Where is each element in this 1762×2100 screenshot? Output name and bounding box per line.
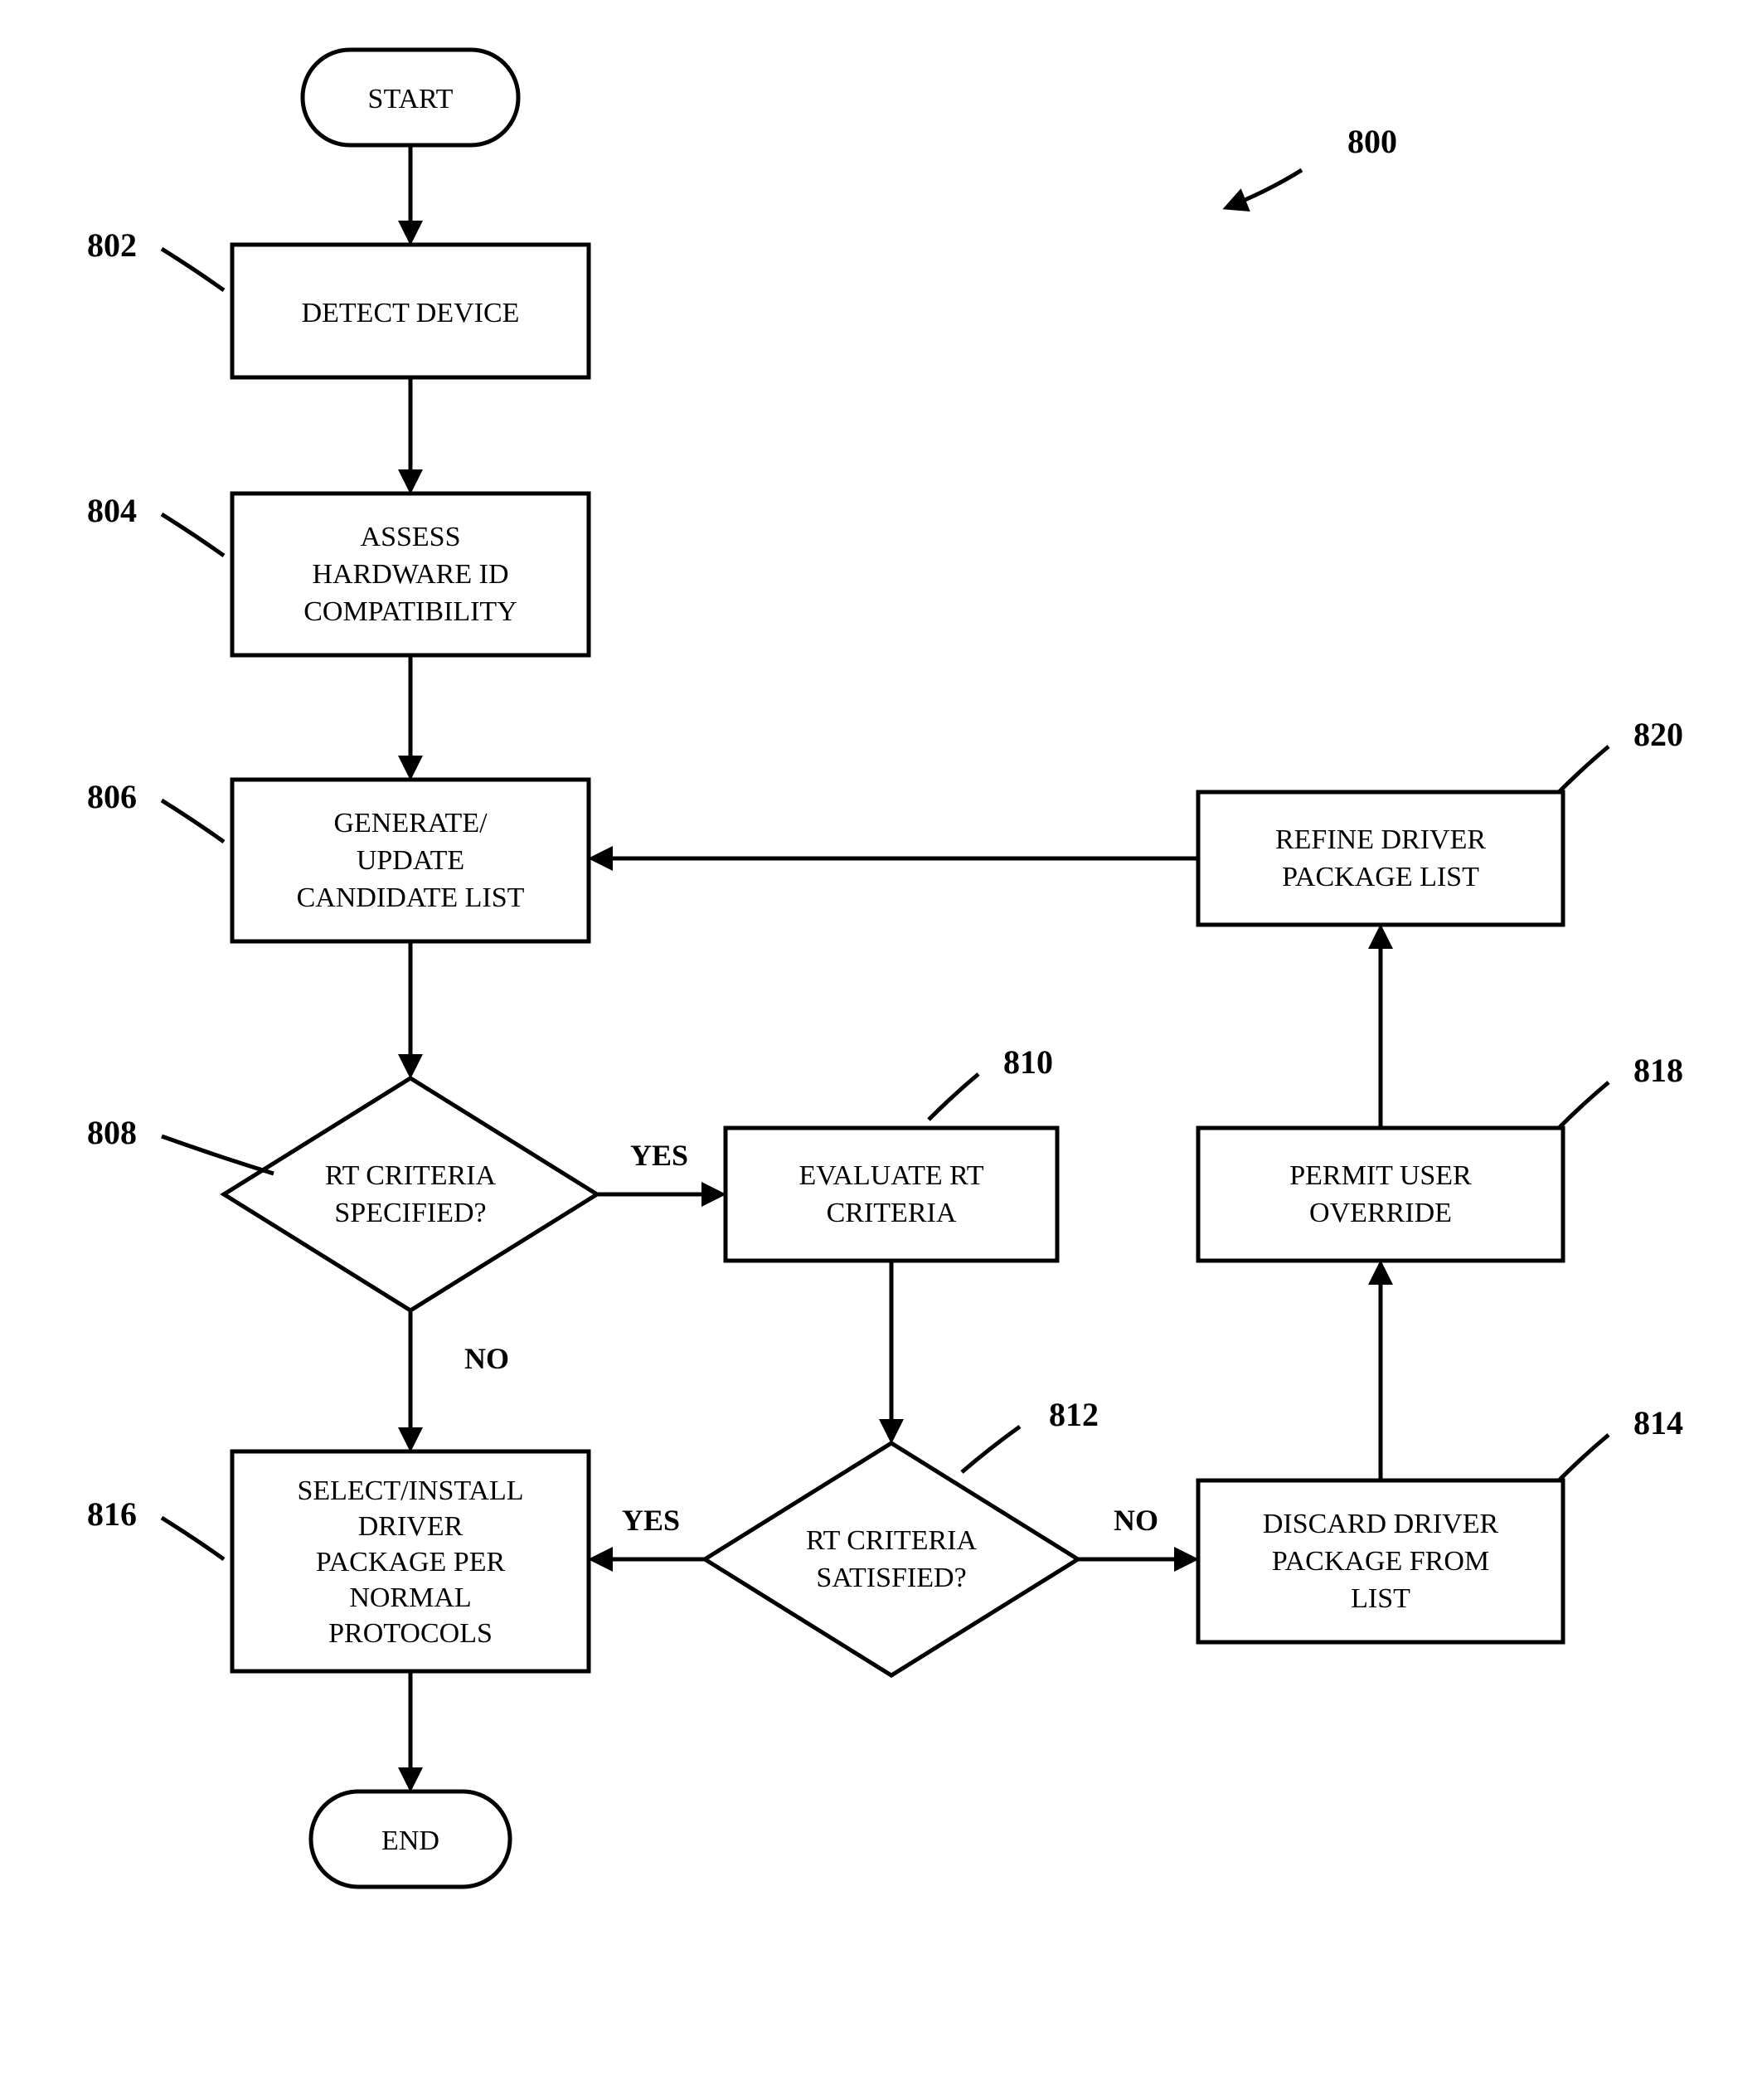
node-820: REFINE DRIVER PACKAGE LIST xyxy=(1198,792,1563,925)
edge-812-814-label: NO xyxy=(1114,1504,1158,1537)
ref-804-label: 804 xyxy=(87,492,137,529)
ref-806: 806 xyxy=(87,778,224,842)
ref-804: 804 xyxy=(87,492,224,556)
node-802-text: DETECT DEVICE xyxy=(302,298,520,328)
ref-810-label: 810 xyxy=(1003,1043,1053,1081)
ref-816: 816 xyxy=(87,1495,224,1559)
node-818-text-1: OVERRIDE xyxy=(1309,1198,1452,1228)
node-804: ASSESS HARDWARE ID COMPATIBILITY xyxy=(232,493,589,655)
node-808-text-0: RT CRITERIA xyxy=(325,1160,497,1191)
node-812-text-1: SATISFIED? xyxy=(816,1563,966,1593)
node-806-text-0: GENERATE/ xyxy=(333,808,488,839)
node-816-text-0: SELECT/INSTALL xyxy=(297,1475,523,1506)
node-816-text-1: DRIVER xyxy=(358,1511,464,1542)
ref-814-label: 814 xyxy=(1633,1404,1683,1441)
node-816-text-3: NORMAL xyxy=(349,1582,471,1613)
node-816-text-2: PACKAGE PER xyxy=(316,1547,506,1577)
ref-808-label: 808 xyxy=(87,1114,137,1151)
edge-808-816-label: NO xyxy=(464,1342,509,1375)
ref-808: 808 xyxy=(87,1114,274,1174)
node-804-text-2: COMPATIBILITY xyxy=(303,596,517,627)
node-end: END xyxy=(311,1791,510,1887)
ref-820: 820 xyxy=(1559,716,1683,792)
figure-ref-label: 800 xyxy=(1347,123,1397,160)
flowchart-diagram: 800 START DETECT DEVICE 802 ASSESS HARDW… xyxy=(0,0,1762,2100)
node-810-text-0: EVALUATE RT xyxy=(798,1160,983,1191)
ref-812: 812 xyxy=(962,1396,1099,1472)
ref-806-label: 806 xyxy=(87,778,137,815)
node-806-text-1: UPDATE xyxy=(357,845,464,876)
ref-802-label: 802 xyxy=(87,226,137,264)
node-814-text-1: PACKAGE FROM xyxy=(1272,1546,1489,1577)
node-816-text-4: PROTOCOLS xyxy=(328,1618,493,1649)
node-818-text-0: PERMIT USER xyxy=(1289,1160,1472,1191)
node-812-text-0: RT CRITERIA xyxy=(806,1525,978,1556)
figure-ref-800: 800 xyxy=(1227,123,1397,207)
ref-810: 810 xyxy=(929,1043,1053,1120)
node-820-text-1: PACKAGE LIST xyxy=(1282,862,1479,892)
node-806: GENERATE/ UPDATE CANDIDATE LIST xyxy=(232,780,589,941)
node-812: RT CRITERIA SATISFIED? xyxy=(705,1443,1078,1675)
node-814-text-0: DISCARD DRIVER xyxy=(1263,1509,1499,1539)
edge-808-810-label: YES xyxy=(630,1139,688,1172)
node-804-text-0: ASSESS xyxy=(361,522,461,552)
node-818: PERMIT USER OVERRIDE xyxy=(1198,1128,1563,1261)
node-808: RT CRITERIA SPECIFIED? xyxy=(224,1078,597,1310)
ref-812-label: 812 xyxy=(1049,1396,1099,1433)
node-808-text-1: SPECIFIED? xyxy=(334,1198,486,1228)
node-end-text: END xyxy=(381,1825,439,1856)
node-810: EVALUATE RT CRITERIA xyxy=(726,1128,1057,1261)
ref-818-label: 818 xyxy=(1633,1052,1683,1089)
ref-820-label: 820 xyxy=(1633,716,1683,753)
node-start-text: START xyxy=(368,84,454,114)
ref-814: 814 xyxy=(1559,1404,1683,1480)
node-start: START xyxy=(303,50,518,145)
ref-816-label: 816 xyxy=(87,1495,137,1533)
node-814: DISCARD DRIVER PACKAGE FROM LIST xyxy=(1198,1480,1563,1642)
node-810-text-1: CRITERIA xyxy=(827,1198,957,1228)
node-814-text-2: LIST xyxy=(1351,1583,1410,1614)
ref-818: 818 xyxy=(1559,1052,1683,1128)
ref-802: 802 xyxy=(87,226,224,290)
node-816: SELECT/INSTALL DRIVER PACKAGE PER NORMAL… xyxy=(232,1451,589,1671)
node-806-text-2: CANDIDATE LIST xyxy=(297,882,525,913)
node-802: DETECT DEVICE xyxy=(232,245,589,377)
node-804-text-1: HARDWARE ID xyxy=(312,559,508,590)
edge-812-816-label: YES xyxy=(622,1504,680,1537)
node-820-text-0: REFINE DRIVER xyxy=(1275,824,1486,855)
